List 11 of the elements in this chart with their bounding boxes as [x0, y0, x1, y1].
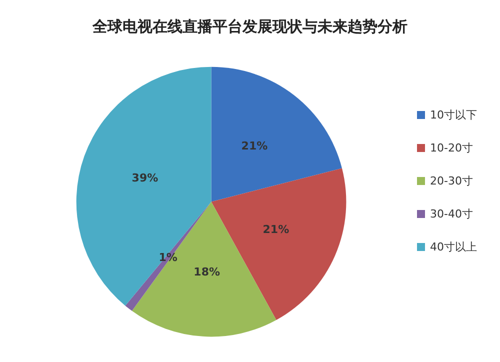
data-label: 18%: [194, 266, 220, 279]
legend-label: 30-40寸: [430, 208, 473, 220]
data-label: 21%: [262, 223, 290, 236]
data-label: 21%: [241, 140, 268, 153]
legend-label: 10寸以下: [430, 108, 478, 122]
chart-title: 全球电视在线直播平台发展现状与未来趋势分析: [92, 18, 408, 36]
legend-label: 10-20寸: [430, 142, 473, 154]
data-label: 39%: [132, 171, 158, 184]
legend-label: 40寸以上: [430, 240, 478, 254]
data-label: 1%: [158, 250, 178, 264]
legend-label: 20-30寸: [430, 174, 473, 188]
